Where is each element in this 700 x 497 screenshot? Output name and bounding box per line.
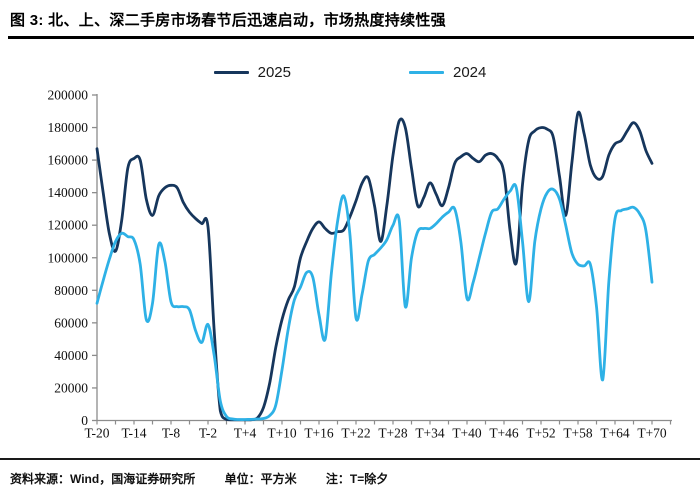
- svg-text:180000: 180000: [48, 120, 89, 135]
- footer-note: 注：T=除夕: [325, 472, 389, 486]
- legend-line-2024-icon: [409, 71, 444, 74]
- svg-text:T+46: T+46: [489, 426, 519, 441]
- svg-text:200000: 200000: [48, 88, 89, 103]
- svg-text:T+34: T+34: [415, 426, 445, 441]
- svg-text:T+22: T+22: [341, 426, 370, 441]
- legend-label-2025: 2025: [257, 64, 291, 81]
- svg-text:T-2: T-2: [199, 426, 217, 441]
- svg-text:T+58: T+58: [563, 426, 593, 441]
- title-rule: [8, 36, 694, 39]
- svg-text:160000: 160000: [48, 153, 89, 168]
- svg-text:T+64: T+64: [600, 426, 630, 441]
- footer-unit: 单位：平方米: [224, 472, 297, 486]
- svg-text:T-8: T-8: [162, 426, 181, 441]
- svg-text:100000: 100000: [48, 250, 89, 265]
- chart-legend: 2025 2024: [0, 64, 700, 81]
- svg-text:T+28: T+28: [378, 426, 408, 441]
- svg-text:T-20: T-20: [84, 426, 109, 441]
- svg-text:80000: 80000: [54, 283, 88, 298]
- svg-text:0: 0: [81, 413, 88, 428]
- svg-text:120000: 120000: [48, 218, 89, 233]
- legend-line-2025-icon: [213, 71, 249, 74]
- legend-item-2025: 2025: [213, 64, 291, 81]
- legend-item-2024: 2024: [409, 64, 486, 81]
- svg-text:T-14: T-14: [121, 426, 146, 441]
- svg-text:140000: 140000: [48, 185, 89, 200]
- svg-text:T+40: T+40: [452, 426, 482, 441]
- svg-text:60000: 60000: [54, 315, 88, 330]
- footer-rule: [0, 458, 700, 460]
- footer: 资料来源：Wind，国海证券研究所 单位：平方米 注：T=除夕: [10, 470, 694, 487]
- svg-text:T+70: T+70: [637, 426, 667, 441]
- svg-text:20000: 20000: [54, 380, 88, 395]
- svg-text:T+52: T+52: [526, 426, 555, 441]
- svg-text:T+16: T+16: [304, 426, 334, 441]
- figure-title: 图 3: 北、上、深二手房市场春节后迅速启动，市场热度持续性强: [10, 12, 446, 29]
- legend-label-2024: 2024: [453, 64, 487, 81]
- svg-text:T+10: T+10: [267, 426, 297, 441]
- svg-text:40000: 40000: [54, 348, 88, 363]
- footer-source: 资料来源：Wind，国海证券研究所: [10, 472, 196, 486]
- svg-text:T+4: T+4: [234, 426, 257, 441]
